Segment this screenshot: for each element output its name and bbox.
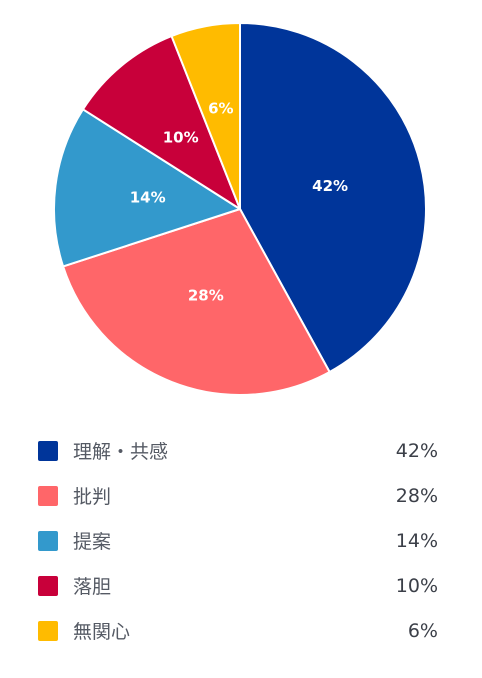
legend-swatch xyxy=(38,530,58,551)
chart-legend: 理解・共感 42% 批判 28% 提案 14% 落胆 10% 無関心 6% xyxy=(38,428,438,653)
legend-item: 理解・共感 42% xyxy=(38,428,438,473)
pie-slice-2 xyxy=(62,208,331,396)
legend-swatch xyxy=(38,485,58,506)
pie-slice-labels: 42% 28% 14% 10% 6% xyxy=(130,100,348,305)
pie-chart: 42% 28% 14% 10% 6% xyxy=(53,22,427,396)
legend-value: 10% xyxy=(395,574,438,597)
pie-slice-label-5: 6% xyxy=(208,100,233,118)
pie-slice-label-1: 42% xyxy=(312,177,348,195)
legend-item: 落胆 10% xyxy=(38,563,438,608)
pie-slice-5 xyxy=(170,22,241,210)
legend-label: 理解・共感 xyxy=(73,441,169,463)
pie-slice-4 xyxy=(81,35,241,210)
legend-value: 28% xyxy=(395,484,438,507)
legend-item: 批判 28% xyxy=(38,473,438,518)
pie-slice-3 xyxy=(53,108,241,268)
pie-slice-label-4: 10% xyxy=(163,128,199,146)
pie-slice-label-3: 14% xyxy=(130,188,166,206)
legend-swatch xyxy=(38,440,58,461)
legend-label: 無関心 xyxy=(73,621,131,643)
legend-swatch xyxy=(38,575,58,596)
pie-slices xyxy=(53,22,427,396)
legend-item: 提案 14% xyxy=(38,518,438,563)
pie-slice-1 xyxy=(239,22,427,373)
legend-label: 提案 xyxy=(73,531,112,553)
legend-label: 批判 xyxy=(73,486,112,508)
pie-slice-label-2: 28% xyxy=(188,287,224,305)
legend-value: 42% xyxy=(395,439,438,462)
legend-label: 落胆 xyxy=(73,576,112,598)
legend-value: 14% xyxy=(395,529,438,552)
legend-item: 無関心 6% xyxy=(38,608,438,653)
legend-value: 6% xyxy=(407,619,438,642)
legend-swatch xyxy=(38,620,58,641)
